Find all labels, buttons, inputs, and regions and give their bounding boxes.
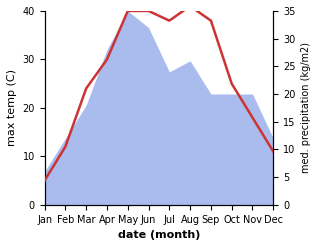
X-axis label: date (month): date (month)	[118, 230, 200, 240]
Y-axis label: med. precipitation (kg/m2): med. precipitation (kg/m2)	[301, 42, 311, 173]
Y-axis label: max temp (C): max temp (C)	[7, 69, 17, 146]
